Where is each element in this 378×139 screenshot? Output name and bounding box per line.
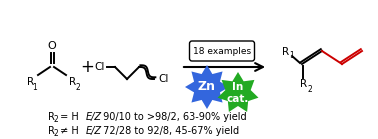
Text: E/Z: E/Z [86,126,102,136]
Text: 1: 1 [33,83,37,91]
Text: E/Z: E/Z [86,112,102,122]
Text: 2: 2 [54,128,58,137]
FancyBboxPatch shape [189,41,254,61]
Text: R: R [70,77,77,87]
Text: 2: 2 [54,115,58,123]
Text: 18 examples: 18 examples [193,47,251,55]
Text: 2: 2 [308,85,312,94]
Text: Cl: Cl [95,62,105,72]
Text: R: R [48,126,55,136]
Text: ≠ H: ≠ H [57,126,79,136]
Text: 2: 2 [76,83,81,91]
Text: 1: 1 [290,52,294,60]
Text: +: + [80,58,94,76]
Polygon shape [185,65,229,109]
Text: R: R [28,77,34,87]
Polygon shape [217,72,259,112]
Text: R: R [301,79,308,89]
Text: 90/10 to >98/2, 63-90% yield: 90/10 to >98/2, 63-90% yield [100,112,246,122]
Text: Cl: Cl [159,74,169,84]
Text: R: R [282,47,290,57]
Text: In
cat.: In cat. [227,82,249,104]
Text: = H: = H [57,112,79,122]
Text: O: O [48,41,56,51]
Text: R: R [48,112,55,122]
Text: 72/28 to 92/8, 45-67% yield: 72/28 to 92/8, 45-67% yield [100,126,239,136]
Text: Zn: Zn [198,80,216,94]
